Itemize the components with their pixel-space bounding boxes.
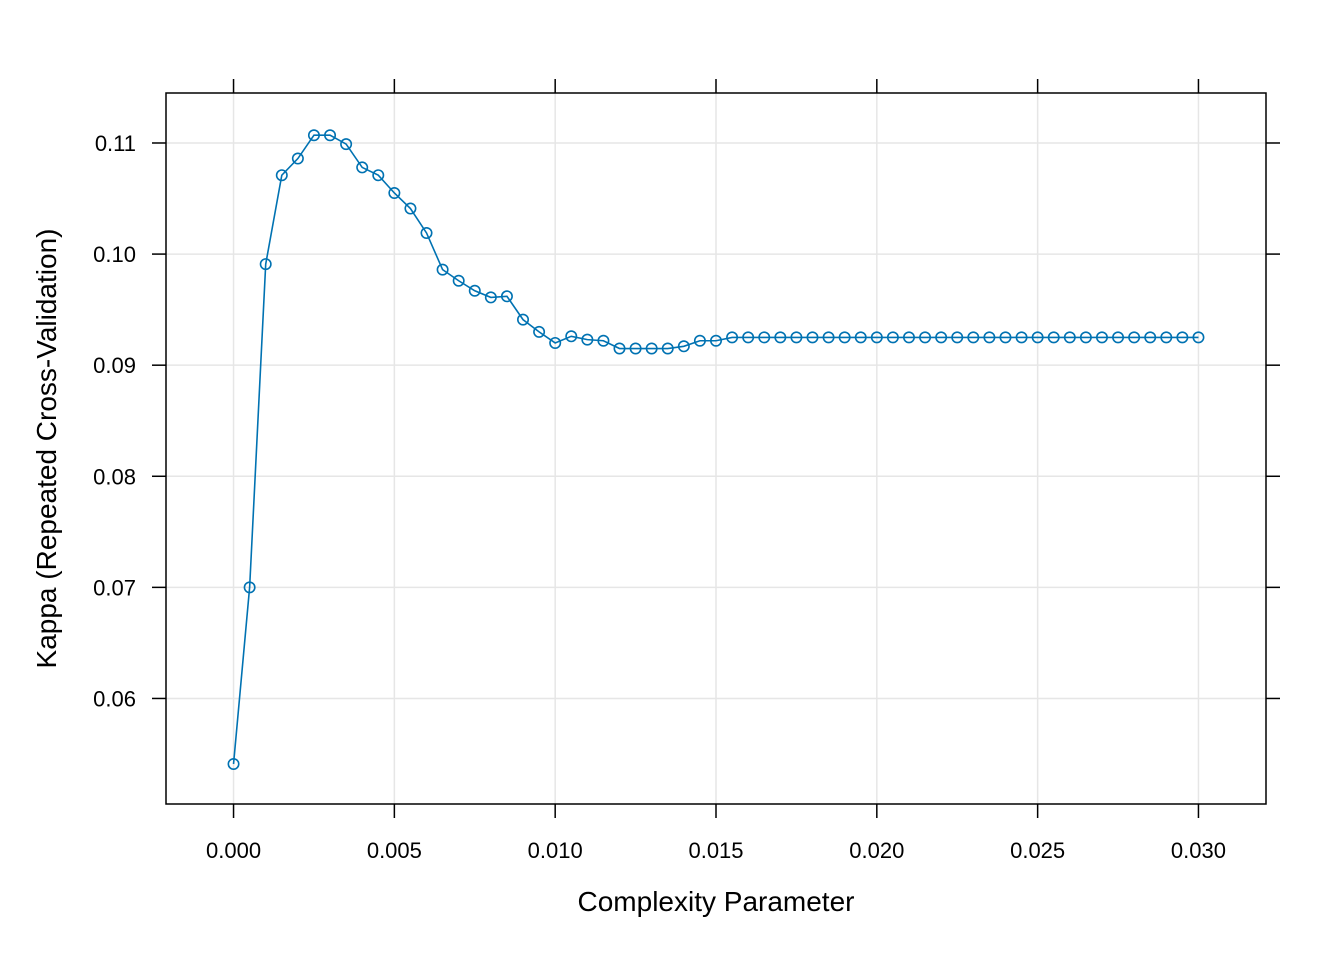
data-point: [404, 202, 417, 215]
data-point: [838, 331, 851, 344]
data-point: [1031, 331, 1044, 344]
y-tick-label: 0.11: [95, 131, 136, 156]
data-point: [645, 342, 658, 355]
y-tick-label: 0.07: [93, 575, 136, 600]
grid-lines: [166, 93, 1266, 804]
x-tick-label: 0.020: [849, 838, 904, 863]
data-point: [1192, 331, 1205, 344]
x-tick-label: 0.010: [528, 838, 583, 863]
data-point: [500, 290, 513, 303]
data-point: [919, 331, 932, 344]
x-axis-title: Complexity Parameter: [578, 886, 855, 917]
data-point: [452, 274, 465, 287]
data-point: [661, 342, 674, 355]
y-axis-ticks: 0.06 0.07 0.08 0.09 0.10 0.11: [93, 131, 1280, 711]
data-point: [742, 331, 755, 344]
y-tick-label: 0.09: [93, 353, 136, 378]
data-point: [1063, 331, 1076, 344]
data-point: [597, 334, 610, 347]
data-point: [340, 138, 353, 151]
data-point: [1112, 331, 1125, 344]
data-point: [1047, 331, 1060, 344]
data-point: [275, 169, 288, 182]
data-point: [951, 331, 964, 344]
data-point: [790, 331, 803, 344]
y-tick-label: 0.08: [93, 464, 136, 489]
y-tick-label: 0.06: [93, 686, 136, 711]
data-point: [549, 336, 562, 349]
data-point: [758, 331, 771, 344]
data-point: [259, 258, 272, 271]
data-point: [726, 331, 739, 344]
data-point: [693, 334, 706, 347]
data-point: [709, 334, 722, 347]
data-point: [533, 325, 546, 338]
data-point: [854, 331, 867, 344]
data-point: [356, 161, 369, 174]
data-point: [902, 331, 915, 344]
x-tick-label: 0.025: [1010, 838, 1065, 863]
data-point: [307, 129, 320, 142]
data-point: [1015, 331, 1028, 344]
data-point: [935, 331, 948, 344]
data-point: [1176, 331, 1189, 344]
data-point: [1079, 331, 1092, 344]
data-point: [1160, 331, 1173, 344]
data-point: [436, 263, 449, 276]
data-point: [581, 333, 594, 346]
data-point: [822, 331, 835, 344]
data-point: [613, 342, 626, 355]
data-point: [870, 331, 883, 344]
data-point: [291, 152, 304, 165]
data-point: [372, 169, 385, 182]
data-point: [324, 129, 337, 142]
y-tick-label: 0.10: [93, 242, 136, 267]
data-point: [774, 331, 787, 344]
data-point: [967, 331, 980, 344]
data-point: [806, 331, 819, 344]
data-point: [243, 581, 256, 594]
y-axis-title: Kappa (Repeated Cross-Validation): [31, 229, 62, 669]
data-point: [484, 291, 497, 304]
data-point: [468, 284, 481, 297]
data-point: [517, 313, 530, 326]
x-axis-ticks: 0.000 0.005 0.010 0.015 0.020 0.025 0.030: [206, 79, 1226, 863]
data-point: [677, 340, 690, 353]
series-line: [232, 134, 1199, 765]
data-point: [886, 331, 899, 344]
x-tick-label: 0.005: [367, 838, 422, 863]
data-point: [565, 330, 578, 343]
data-point: [999, 331, 1012, 344]
data-point: [388, 186, 401, 199]
data-point: [1128, 331, 1141, 344]
data-point: [420, 226, 433, 239]
data-point: [983, 331, 996, 344]
data-points: [227, 129, 1205, 771]
series-line-layer: [232, 134, 1199, 765]
x-tick-label: 0.015: [688, 838, 743, 863]
data-point: [1095, 331, 1108, 344]
x-tick-label: 0.000: [206, 838, 261, 863]
data-point: [1144, 331, 1157, 344]
data-point: [629, 342, 642, 355]
data-point: [227, 758, 240, 771]
x-tick-label: 0.030: [1171, 838, 1226, 863]
